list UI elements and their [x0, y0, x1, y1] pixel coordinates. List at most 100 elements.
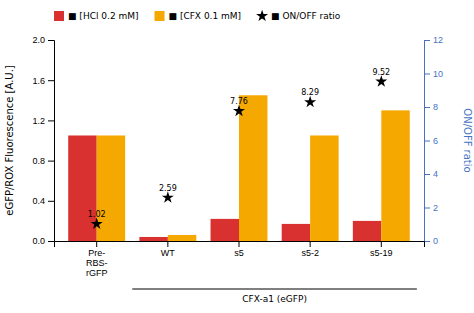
y2-axis-tick: 0 — [424, 236, 438, 246]
bar — [310, 135, 338, 241]
legend-label: ■ [CFX 0.1 mM] — [169, 11, 242, 21]
x-axis-tick-label-line: s5 — [234, 248, 244, 258]
point — [304, 96, 316, 107]
legend-swatch — [54, 11, 64, 21]
y2-axis-tick: 6 — [424, 136, 438, 146]
y2-axis-tick-label: 0 — [433, 236, 438, 246]
x-axis-tick-mark — [167, 241, 168, 247]
chart-container: 0.0 0.4 0.8 1.2 1.6 2.0 0 2 4 6 8 10 12 Pre-RBS-rGFP W… — [0, 0, 474, 313]
point — [162, 191, 174, 202]
bar — [168, 235, 196, 241]
x-axis-tick-label-line: WT — [161, 248, 175, 258]
y-axis-tick: 2.0 — [32, 35, 54, 45]
x-axis-tick-mark — [381, 241, 382, 247]
bar — [97, 135, 125, 241]
y-axis-tick-mark — [48, 241, 54, 242]
y2-axis-title: ON/OFF ratio — [462, 108, 473, 172]
y2-axis-tick-label: 4 — [433, 169, 438, 179]
y2-axis-tick-label: 6 — [433, 136, 438, 146]
bar — [381, 110, 409, 241]
y2-axis-tick-mark — [424, 74, 430, 75]
y-axis-tick-mark — [48, 80, 54, 81]
y-axis: 0.0 0.4 0.8 1.2 1.6 2.0 — [32, 35, 54, 246]
legend-item: ■ ON/OFF ratio — [256, 10, 341, 21]
data-label: 1.02 — [88, 210, 106, 219]
y2-axis-tick: 10 — [424, 69, 443, 79]
y-axis-tick: 0.4 — [32, 196, 54, 206]
y2-axis-tick-mark — [424, 208, 430, 209]
y2-axis-tick-label: 8 — [433, 102, 438, 112]
x-axis-tick-label-line: RBS- — [86, 258, 108, 268]
annotation: CFX-a1 (eGFP) — [132, 289, 417, 304]
annotation-text: CFX-a1 (eGFP) — [242, 294, 307, 304]
x-axis-tick: Pre-RBS-rGFP — [86, 241, 108, 278]
data-label: 8.29 — [301, 88, 319, 97]
legend-label: ■ ON/OFF ratio — [271, 11, 341, 21]
x-axis-tick-mark — [96, 241, 97, 247]
x-axis-tick-mark — [239, 241, 240, 247]
y2-axis-tick-label: 10 — [433, 69, 443, 79]
x-axis-tick-label-line: s5-19 — [370, 248, 393, 258]
y-axis-title: eGFP/ROX Fluorescence [A.U.] — [4, 65, 15, 216]
y2-axis-tick: 2 — [424, 203, 438, 213]
y-axis-tick-label: 1.2 — [32, 116, 45, 126]
x-axis-tick-label: WT — [161, 248, 175, 258]
bar-series — [97, 95, 410, 241]
bar — [239, 95, 267, 241]
data-labels: 1.022.597.768.299.52 — [88, 68, 390, 219]
x-axis-tick-label: s5-19 — [370, 248, 393, 258]
y-axis-tick-label: 1.6 — [32, 76, 45, 86]
y-axis-tick-label: 0.0 — [32, 236, 45, 246]
y2-axis-tick-label: 12 — [433, 35, 443, 45]
x-axis: Pre-RBS-rGFP WT s5 s5-2 s5-19 — [55, 241, 425, 278]
x-axis-tick: s5-2 — [301, 241, 319, 258]
marks — [68, 75, 410, 241]
y2-axis-tick: 8 — [424, 102, 438, 112]
y-axis-tick-mark — [48, 40, 54, 41]
x-axis-tick-label-line: s5-2 — [301, 248, 319, 258]
annotation-bracket — [132, 289, 417, 290]
legend-swatch — [155, 11, 165, 21]
bar — [211, 219, 239, 241]
x-axis-tick-label-line: Pre- — [88, 248, 105, 258]
point — [91, 218, 103, 229]
legend-label: ■ [HCl 0.2 mM] — [68, 11, 139, 21]
x-axis-tick-label: s5-2 — [301, 248, 319, 258]
data-label: 7.76 — [230, 97, 248, 106]
y2-axis-tick-mark — [424, 141, 430, 142]
legend-swatch — [256, 10, 268, 21]
y2-axis-tick-mark — [424, 174, 430, 175]
x-axis-tick: WT — [161, 241, 175, 258]
y2-axis: 0 2 4 6 8 10 12 — [424, 35, 443, 246]
x-axis-line — [55, 242, 425, 248]
y-axis-tick: 0.8 — [32, 156, 54, 166]
bar — [353, 221, 381, 241]
x-axis-tick-label: s5 — [234, 248, 244, 258]
point — [375, 75, 387, 86]
legend-item: ■ [HCl 0.2 mM] — [54, 11, 139, 21]
y2-axis-tick-mark — [424, 40, 430, 41]
y-axis-tick: 1.2 — [32, 116, 54, 126]
y-axis-tick-mark — [48, 161, 54, 162]
legend-item: ■ [CFX 0.1 mM] — [155, 11, 242, 21]
x-axis-tick-mark — [310, 241, 311, 247]
x-axis-tick: s5-19 — [370, 241, 393, 258]
chart-svg: 0.0 0.4 0.8 1.2 1.6 2.0 0 2 4 6 8 10 12 Pre-RBS-rGFP W… — [0, 0, 474, 313]
y2-axis-tick: 4 — [424, 169, 438, 179]
point-series — [91, 75, 388, 229]
x-axis-tick: s5 — [234, 241, 244, 258]
y-axis-tick-label: 0.4 — [32, 196, 45, 206]
bar — [68, 135, 96, 241]
y2-axis-tick-label: 2 — [433, 203, 438, 213]
point — [233, 105, 245, 116]
y-axis-line — [48, 41, 55, 242]
data-label: 2.59 — [159, 184, 177, 193]
plot-area: 0.0 0.4 0.8 1.2 1.6 2.0 0 2 4 6 8 10 12 Pre-RBS-rGFP W… — [32, 35, 443, 304]
y-axis-tick-label: 0.8 — [32, 156, 45, 166]
y2-axis-line — [425, 41, 431, 242]
y-axis-tick-label: 2.0 — [32, 35, 45, 45]
bar — [139, 237, 167, 241]
y-axis-tick-mark — [48, 201, 54, 202]
bar — [282, 224, 310, 241]
x-axis-tick-label-line: rGFP — [86, 268, 108, 278]
